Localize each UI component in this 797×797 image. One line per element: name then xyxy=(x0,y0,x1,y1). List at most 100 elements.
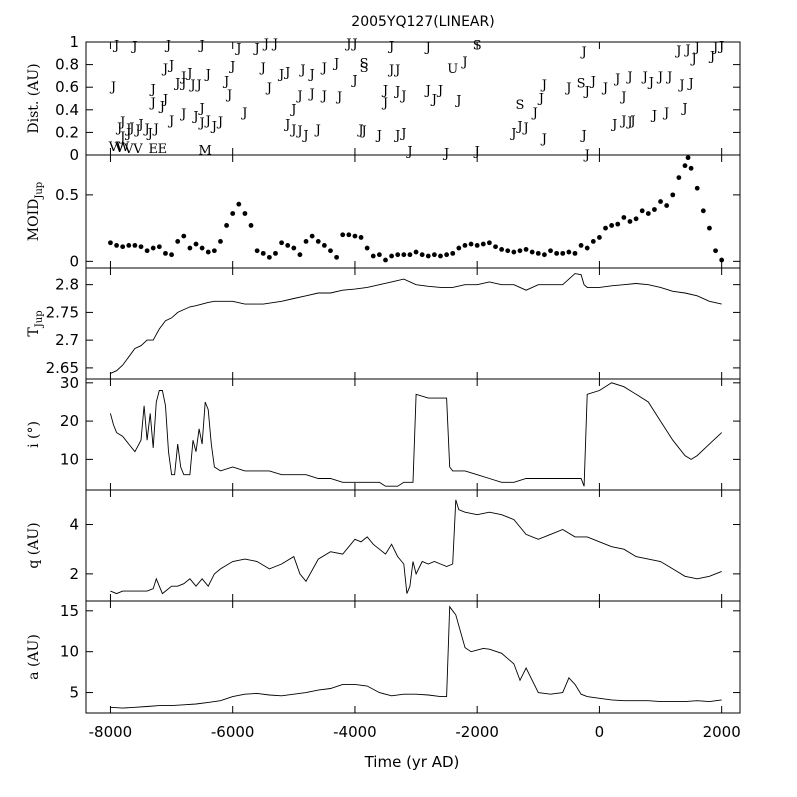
y-tick-label: 10 xyxy=(60,450,79,468)
data-point xyxy=(597,235,602,240)
encounter-marker: J xyxy=(112,38,119,53)
data-point xyxy=(407,252,413,258)
encounter-marker: J xyxy=(619,114,626,129)
panel-frame xyxy=(85,267,741,380)
data-point xyxy=(321,243,327,248)
encounter-marker: J xyxy=(136,117,143,132)
data-point xyxy=(236,201,242,207)
encounter-marker: J xyxy=(619,90,626,105)
x-tick-label: -8000 xyxy=(89,723,133,741)
data-point xyxy=(444,252,450,258)
encounter-marker: J xyxy=(430,93,437,108)
encounter-marker: J xyxy=(179,70,186,85)
data-point xyxy=(438,253,443,259)
data-point xyxy=(682,163,688,169)
data-point xyxy=(456,245,462,251)
encounter-marker: J xyxy=(167,59,174,74)
encounter-marker: J xyxy=(198,38,205,53)
encounter-marker: J xyxy=(625,115,632,130)
encounter-marker: W xyxy=(116,140,130,155)
encounter-marker: J xyxy=(690,52,697,67)
encounter-marker: J xyxy=(115,121,122,136)
encounter-marker: J xyxy=(301,129,308,144)
y-axis-label: a (AU) xyxy=(26,634,42,680)
encounter-marker: J xyxy=(225,88,232,103)
encounter-marker: J xyxy=(228,60,235,75)
data-point xyxy=(713,248,718,254)
encounter-marker: E xyxy=(158,142,168,157)
data-point xyxy=(126,243,132,248)
data-point xyxy=(719,257,725,263)
encounter-marker: J xyxy=(185,67,192,82)
data-point xyxy=(633,216,639,222)
encounter-marker: J xyxy=(320,61,327,76)
data-point xyxy=(273,250,278,256)
data-point xyxy=(474,243,480,248)
encounter-marker: J xyxy=(149,82,156,97)
data-point xyxy=(193,241,199,247)
data-point xyxy=(529,249,535,255)
data-point xyxy=(542,252,547,258)
encounter-marker: V xyxy=(114,141,125,156)
data-point xyxy=(285,243,291,248)
encounter-marker: J xyxy=(613,72,620,87)
encounter-marker: J xyxy=(650,108,657,123)
encounter-marker: J xyxy=(515,120,522,135)
encounter-marker: J xyxy=(259,61,266,76)
data-point xyxy=(260,250,266,256)
data-point xyxy=(639,208,645,214)
data-point xyxy=(181,233,187,239)
encounter-marker: J xyxy=(335,90,342,105)
encounter-marker: J xyxy=(583,85,590,100)
y-axis-label-sub: Jup xyxy=(34,310,45,328)
encounter-marker: J xyxy=(164,38,171,53)
encounter-marker: J xyxy=(158,99,165,114)
encounter-marker: J xyxy=(521,121,528,136)
x-tick-label: -4000 xyxy=(333,723,377,741)
panel-frame xyxy=(85,489,741,602)
encounter-marker: J xyxy=(262,37,269,52)
encounter-marker: J xyxy=(393,63,400,78)
data-point xyxy=(230,211,236,216)
panel-frame xyxy=(85,600,741,714)
encounter-marker: J xyxy=(283,65,290,80)
data-point xyxy=(297,252,303,258)
data-point xyxy=(370,253,376,259)
data-point xyxy=(303,239,309,244)
data-point xyxy=(425,253,431,259)
encounter-marker: J xyxy=(210,120,217,135)
x-tick-label: -2000 xyxy=(455,723,499,741)
encounter-marker: J xyxy=(387,39,394,54)
data-point xyxy=(346,232,352,238)
encounter-marker: J xyxy=(289,103,296,118)
data-point xyxy=(309,233,315,239)
series-line xyxy=(110,273,722,374)
x-tick-label: 2000 xyxy=(703,723,741,741)
encounter-marker: J xyxy=(143,122,150,137)
encounter-marker: J xyxy=(424,41,431,56)
data-point xyxy=(670,192,676,198)
data-point xyxy=(578,243,584,248)
data-point xyxy=(487,240,492,246)
encounter-marker: J xyxy=(109,80,116,95)
encounter-marker: V xyxy=(108,140,119,155)
encounter-marker: J xyxy=(204,68,211,83)
encounter-marker: V xyxy=(132,142,143,157)
data-point xyxy=(138,244,144,250)
encounter-marker: J xyxy=(179,77,186,92)
y-tick-label: 30 xyxy=(60,374,79,392)
data-point xyxy=(462,243,468,248)
data-point xyxy=(419,252,425,258)
y-tick-label: 2.75 xyxy=(46,303,79,321)
data-point xyxy=(218,239,223,244)
data-point xyxy=(279,240,284,246)
x-axis-label: Time (yr AD) xyxy=(364,753,460,771)
data-point xyxy=(450,250,456,256)
y-tick-label: 2 xyxy=(69,565,79,583)
encounter-marker: J xyxy=(677,78,684,93)
data-point xyxy=(652,207,657,212)
encounter-marker: J xyxy=(460,55,467,70)
encounter-marker: J xyxy=(711,41,718,56)
encounter-marker: J xyxy=(531,106,538,121)
y-tick-label: 2.65 xyxy=(46,359,79,377)
